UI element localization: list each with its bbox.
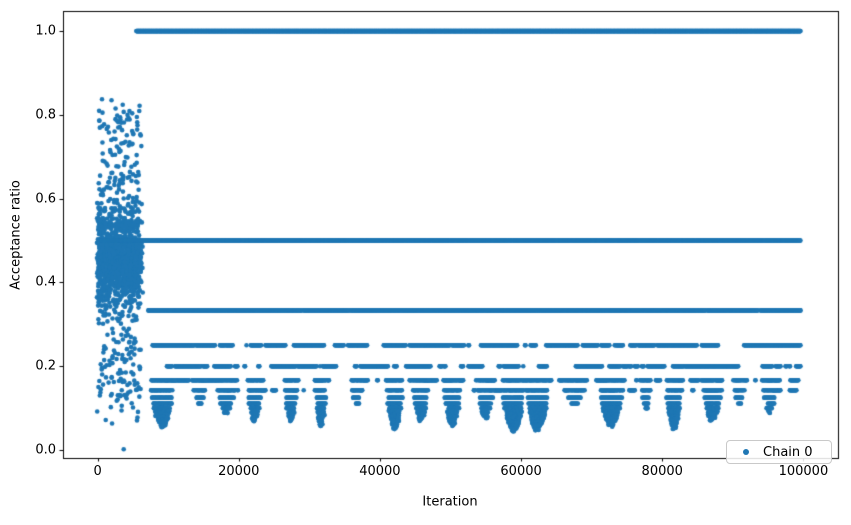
y-tick-label: 1.0 <box>35 23 56 39</box>
legend-marker-dot-icon <box>743 449 749 455</box>
x-tick-label: 60000 <box>500 464 542 479</box>
y-tick-label: 0.2 <box>35 358 56 374</box>
x-tick-label: 80000 <box>641 464 683 479</box>
legend-entry-label: Chain 0 <box>763 444 813 460</box>
x-tick-label: 100000 <box>778 464 829 479</box>
y-tick-label: 0.0 <box>35 442 56 458</box>
y-axis-label: Acceptance ratio <box>8 180 24 290</box>
y-tick-label: 0.8 <box>35 107 56 123</box>
x-tick-label: 0 <box>93 464 102 479</box>
x-tick-label: 40000 <box>359 464 401 479</box>
y-tick-label: 0.4 <box>35 274 56 290</box>
y-tick-label: 0.6 <box>35 191 56 207</box>
x-tick-label: 20000 <box>218 464 260 479</box>
x-axis-label: Iteration <box>422 494 478 510</box>
legend-box: Chain 0 <box>726 440 832 464</box>
